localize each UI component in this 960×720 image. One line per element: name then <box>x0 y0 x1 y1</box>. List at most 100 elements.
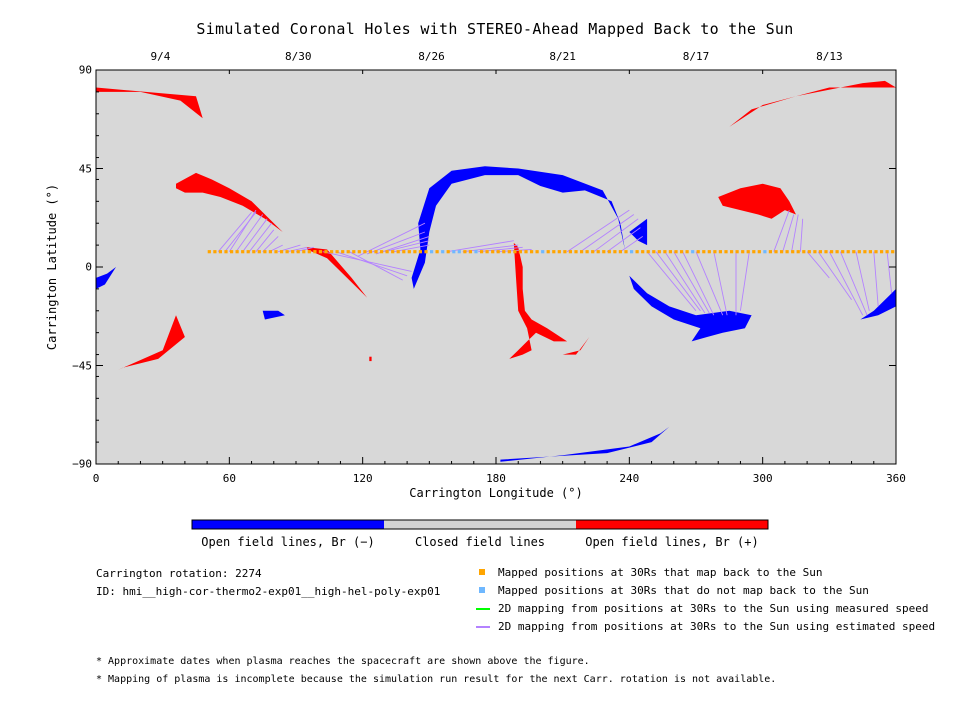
estimated-mapping-line-25 <box>580 214 635 253</box>
mapped-point <box>485 250 489 254</box>
coronal-hole-positive-4 <box>118 315 185 370</box>
mapped-point <box>396 250 400 254</box>
unmapped-point <box>541 250 545 254</box>
mapped-point <box>246 250 250 254</box>
mapped-point <box>252 250 256 254</box>
estimated-mapping-line-20 <box>447 240 514 253</box>
estimated-mapping-line-30 <box>655 251 701 312</box>
mapped-point <box>218 250 222 254</box>
mapped-point <box>735 250 739 254</box>
mapped-point <box>768 250 772 254</box>
colorbar-positive <box>576 520 768 529</box>
date-tick-label: 8/26 <box>418 50 445 63</box>
mapped-point <box>324 250 328 254</box>
mapped-point <box>702 250 706 254</box>
estimated-mapping-line-38 <box>773 209 790 252</box>
estimated-mapping-line-3 <box>235 214 264 252</box>
mapped-point <box>402 250 406 254</box>
mapped-point <box>857 250 861 254</box>
mapped-point <box>280 250 284 254</box>
mapped-point <box>480 250 484 254</box>
estimated-mapping-line-6 <box>255 229 275 252</box>
mapped-point <box>874 250 878 254</box>
mapped-point <box>263 250 267 254</box>
estimated-mapping-line-29 <box>646 251 697 312</box>
estimated-mapping-line-27 <box>606 227 641 253</box>
mapped-point <box>674 250 678 254</box>
mapped-point <box>685 250 689 254</box>
coronal-hole-negative-14 <box>262 310 285 320</box>
mapped-point <box>268 250 272 254</box>
colorbar-label-negative: Open field lines, Br (−) <box>201 535 375 549</box>
coronal-hole-positive-3 <box>718 183 796 219</box>
mapped-point <box>313 250 317 254</box>
mapped-point <box>363 250 367 254</box>
x-tick-label: 300 <box>752 472 773 485</box>
coronal-hole-positive-2 <box>176 172 283 232</box>
mapped-point <box>591 250 595 254</box>
orange-square-icon <box>479 569 485 575</box>
legend-label: Mapped positions at 30Rs that do not map… <box>498 584 869 597</box>
x-tick-label: 240 <box>619 472 640 485</box>
mapped-point <box>257 250 261 254</box>
estimated-mapping-line-39 <box>782 214 795 252</box>
colorbar-frame <box>191 519 769 530</box>
mapped-point <box>518 250 522 254</box>
mapped-point <box>385 250 389 254</box>
mapped-point <box>807 250 811 254</box>
x-tick-label: 180 <box>486 472 506 485</box>
mapping-lines <box>217 209 893 316</box>
estimated-mapping-line-40 <box>791 214 799 252</box>
mapped-point <box>241 250 245 254</box>
mapped-point <box>330 250 334 254</box>
mapped-point <box>435 250 439 254</box>
lightblue-square-icon <box>479 587 485 593</box>
coronal-hole-negative-12 <box>860 288 896 320</box>
coronal-hole-positive-1 <box>729 80 896 127</box>
mapped-point <box>752 250 756 254</box>
mapped-point <box>507 250 511 254</box>
x-axis-label: Carrington Longitude (°) <box>409 486 583 500</box>
mapped-point <box>841 250 845 254</box>
mapped-point <box>730 250 734 254</box>
unmapped-point <box>441 250 445 254</box>
colorbar-closed <box>384 520 576 529</box>
mapped-point <box>835 250 839 254</box>
coronal-hole-positive-0 <box>96 87 203 119</box>
mapped-point <box>802 250 806 254</box>
mapped-point <box>780 250 784 254</box>
colorbar-label-closed: Closed field lines <box>414 535 546 549</box>
mapped-point <box>391 250 395 254</box>
mapped-point <box>424 250 428 254</box>
estimated-mapping-line-32 <box>673 251 710 314</box>
mapped-point <box>885 250 889 254</box>
mapped-point <box>302 250 306 254</box>
estimated-mapping-line-28 <box>620 236 643 253</box>
mapped-point <box>346 250 350 254</box>
axis-ticks <box>95 69 897 465</box>
mapped-point <box>335 250 339 254</box>
chart-title: Simulated Coronal Holes with STEREO-Ahea… <box>196 20 794 38</box>
mapped-point <box>602 250 606 254</box>
mapped-point <box>785 250 789 254</box>
colorbar-label-positive: Open field lines, Br (+) <box>585 535 759 549</box>
coronal-hole-positive-6 <box>509 242 568 359</box>
mapped-point <box>563 250 567 254</box>
x-tick-label: 0 <box>92 472 100 485</box>
mapped-point <box>585 250 589 254</box>
mapped-point <box>418 250 422 254</box>
estimated-mapping-line-48 <box>886 251 893 294</box>
footnote-dates: * Approximate dates when plasma reaches … <box>96 656 590 667</box>
mapped-point <box>880 250 884 254</box>
field-line-colorbar <box>191 519 769 530</box>
coronal-hole-negative-13 <box>96 267 116 289</box>
mapped-point <box>307 250 311 254</box>
mapped-point <box>618 250 622 254</box>
date-tick-label: 8/21 <box>549 50 576 63</box>
mapped-point <box>652 250 656 254</box>
mapped-point <box>741 250 745 254</box>
mapped-point <box>891 250 895 254</box>
mapped-point <box>663 250 667 254</box>
unmapped-point <box>452 250 456 254</box>
y-axis-label: Carrington Latitude (°) <box>45 183 59 351</box>
